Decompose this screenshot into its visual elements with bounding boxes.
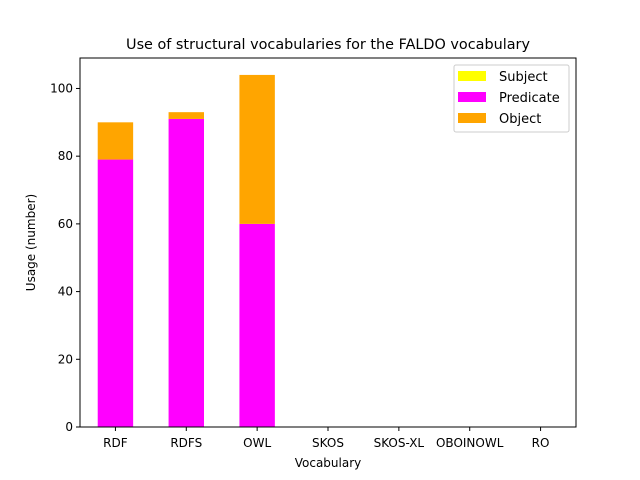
x-tick-label: OBOINOWL — [436, 436, 504, 450]
y-axis: 0 20 40 60 80 100 — [50, 81, 80, 434]
bar-predicate-rdf — [97, 159, 134, 427]
x-tick-label: RDFS — [170, 436, 202, 450]
y-tick-label: 20 — [58, 352, 73, 366]
chart-title: Use of structural vocabularies for the F… — [126, 37, 530, 53]
x-tick-label: OWL — [243, 436, 271, 450]
bar-predicate-rdfs — [168, 118, 204, 427]
x-axis-label: Vocabulary — [295, 456, 362, 470]
bars — [97, 74, 275, 427]
y-axis-label: Usage (number) — [24, 194, 38, 291]
y-tick-label: 40 — [58, 285, 73, 299]
legend-label-predicate: Predicate — [499, 91, 560, 106]
legend-label-subject: Subject — [499, 70, 548, 85]
legend: Subject Predicate Object — [453, 64, 570, 133]
bar-object-owl — [239, 74, 275, 224]
x-tick-label: SKOS-XL — [374, 436, 425, 450]
legend-label-object: Object — [499, 112, 541, 127]
bar-object-rdfs — [168, 112, 204, 119]
bar-object-rdf — [97, 122, 134, 160]
y-tick-label: 60 — [58, 217, 73, 231]
x-tick-label: SKOS — [312, 436, 344, 450]
x-axis: RDF RDFS OWL SKOS SKOS-XL OBOINOWL RO — [103, 427, 549, 450]
plot-frame — [79, 57, 577, 428]
legend-swatch-object — [458, 113, 486, 123]
y-tick-label: 0 — [65, 420, 73, 434]
legend-swatch-subject — [458, 71, 486, 81]
legend-swatch-predicate — [458, 92, 486, 102]
y-tick-label: 80 — [58, 149, 73, 163]
x-tick-label: RO — [532, 436, 550, 450]
x-tick-label: RDF — [103, 436, 128, 450]
y-tick-label: 100 — [50, 81, 73, 95]
bar-predicate-owl — [239, 223, 275, 427]
